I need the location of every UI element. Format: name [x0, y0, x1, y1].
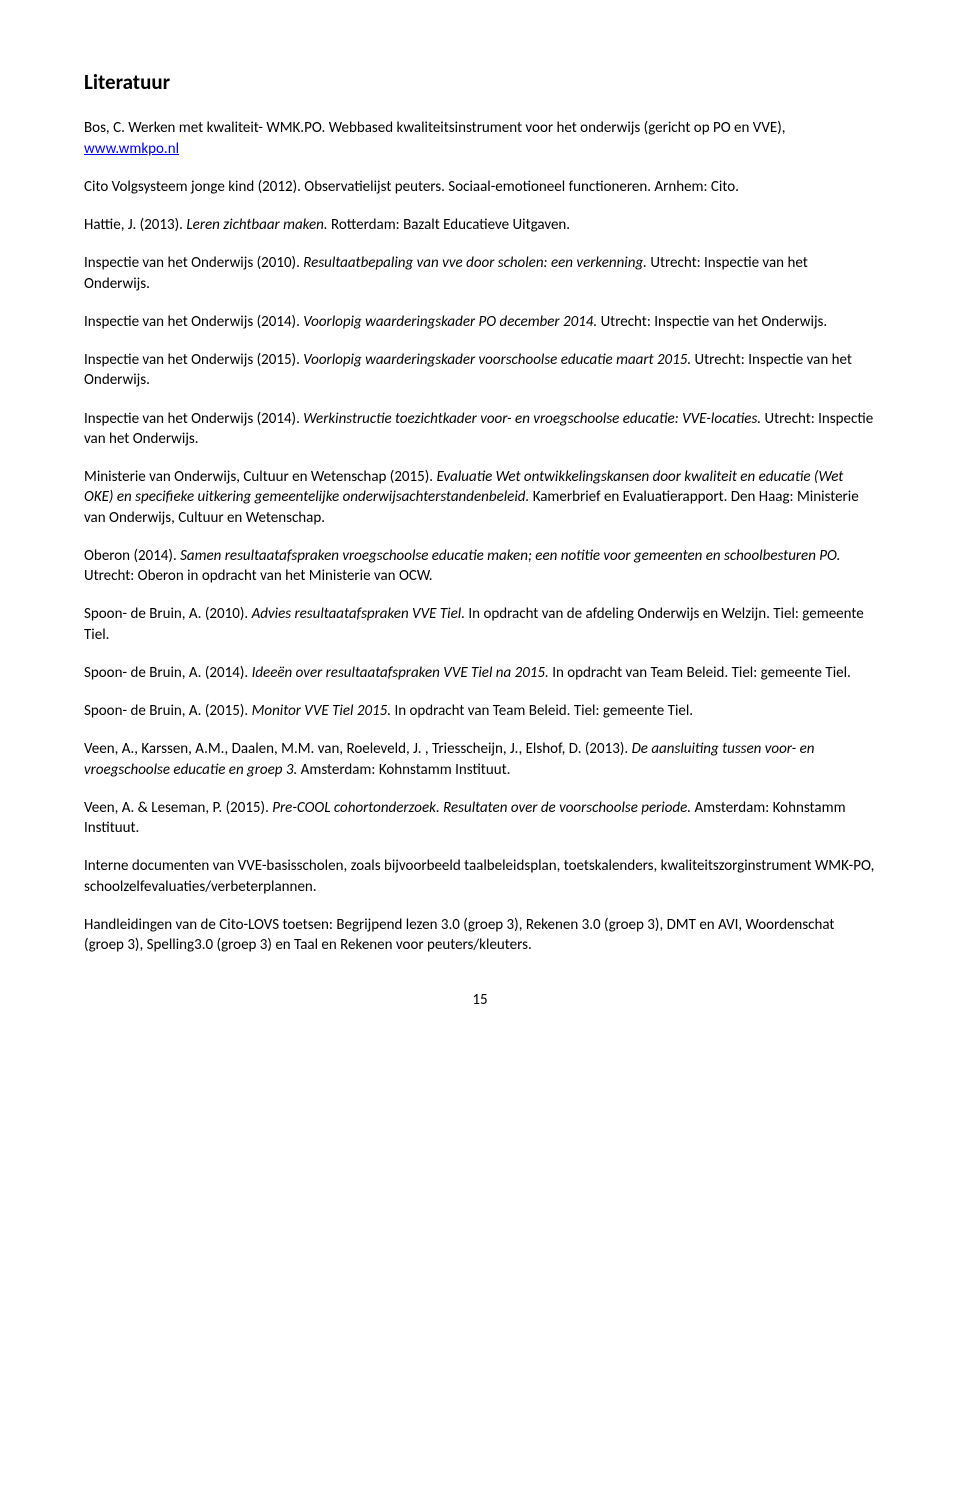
reference-text: Rotterdam: Bazalt Educatieve Uitgaven. — [331, 216, 570, 234]
reference-paragraph: Ministerie van Onderwijs, Cultuur en Wet… — [84, 467, 876, 528]
reference-text: Inspectie van het Onderwijs (2014). — [84, 410, 303, 428]
reference-text: Bos, C. Werken met kwaliteit- WMK.PO. We… — [84, 119, 786, 137]
reference-text: Oberon (2014). — [84, 547, 180, 565]
reference-title: Leren zichtbaar maken. — [186, 216, 331, 234]
reference-paragraph: Oberon (2014). Samen resultaatafspraken … — [84, 546, 876, 587]
reference-text: Ministerie van Onderwijs, Cultuur en Wet… — [84, 468, 436, 486]
reference-text: Spoon- de Bruin, A. (2015). — [84, 702, 252, 720]
page-number: 15 — [84, 990, 876, 1010]
reference-paragraph: Inspectie van het Onderwijs (2014). Werk… — [84, 409, 876, 450]
reference-title: Advies resultaatafspraken VVE Tiel. — [252, 605, 469, 623]
reference-title: Samen resultaatafspraken vroegschoolse e… — [180, 547, 840, 565]
reference-paragraph: Inspectie van het Onderwijs (2014). Voor… — [84, 312, 876, 332]
reference-text: Utrecht: Inspectie van het Onderwijs. — [601, 313, 828, 331]
reference-paragraph: Hattie, J. (2013). Leren zichtbaar maken… — [84, 215, 876, 235]
reference-paragraph: Cito Volgsysteem jonge kind (2012). Obse… — [84, 177, 876, 197]
reference-paragraph: Veen, A., Karssen, A.M., Daalen, M.M. va… — [84, 739, 876, 780]
reference-paragraph: Interne documenten van VVE-basisscholen,… — [84, 856, 876, 897]
page-title: Literatuur — [84, 68, 876, 96]
reference-paragraph: Handleidingen van de Cito-LOVS toetsen: … — [84, 915, 876, 956]
reference-paragraph: Bos, C. Werken met kwaliteit- WMK.PO. We… — [84, 118, 876, 159]
reference-paragraph: Spoon- de Bruin, A. (2014). Ideeën over … — [84, 663, 876, 683]
reference-text: Amsterdam: Kohnstamm Instituut. — [301, 761, 511, 779]
reference-paragraph: Veen, A. & Leseman, P. (2015). Pre-COOL … — [84, 798, 876, 839]
reference-title: Werkinstructie toezichtkader voor- en vr… — [303, 410, 764, 428]
reference-title: Resultaatbepaling van vve door scholen: … — [303, 254, 650, 272]
reference-paragraph: Inspectie van het Onderwijs (2015). Voor… — [84, 350, 876, 391]
reference-text: Hattie, J. (2013). — [84, 216, 186, 234]
reference-text: Utrecht: Oberon in opdracht van het Mini… — [84, 567, 433, 585]
reference-text: In opdracht van Team Beleid. Tiel: gemee… — [394, 702, 693, 720]
reference-text: Inspectie van het Onderwijs (2010). — [84, 254, 303, 272]
reference-text: In opdracht van Team Beleid. Tiel: gemee… — [552, 664, 851, 682]
reference-title: Pre-COOL cohortonderzoek. Resultaten ove… — [272, 799, 694, 817]
reference-title: Monitor VVE Tiel 2015. — [252, 702, 395, 720]
reference-text: Spoon- de Bruin, A. (2014). — [84, 664, 252, 682]
reference-title: Voorlopig waarderingskader voorschoolse … — [303, 351, 694, 369]
reference-paragraph: Spoon- de Bruin, A. (2015). Monitor VVE … — [84, 701, 876, 721]
url-link[interactable]: www.wmkpo.nl — [84, 140, 179, 158]
reference-text: Inspectie van het Onderwijs (2015). — [84, 351, 303, 369]
reference-text: Spoon- de Bruin, A. (2010). — [84, 605, 252, 623]
reference-text: Veen, A., Karssen, A.M., Daalen, M.M. va… — [84, 740, 632, 758]
reference-text: Inspectie van het Onderwijs (2014). — [84, 313, 303, 331]
reference-title: Voorlopig waarderingskader PO december 2… — [303, 313, 600, 331]
reference-text: Veen, A. & Leseman, P. (2015). — [84, 799, 272, 817]
reference-title: Ideeën over resultaatafspraken VVE Tiel … — [252, 664, 553, 682]
reference-paragraph: Inspectie van het Onderwijs (2010). Resu… — [84, 253, 876, 294]
reference-paragraph: Spoon- de Bruin, A. (2010). Advies resul… — [84, 604, 876, 645]
